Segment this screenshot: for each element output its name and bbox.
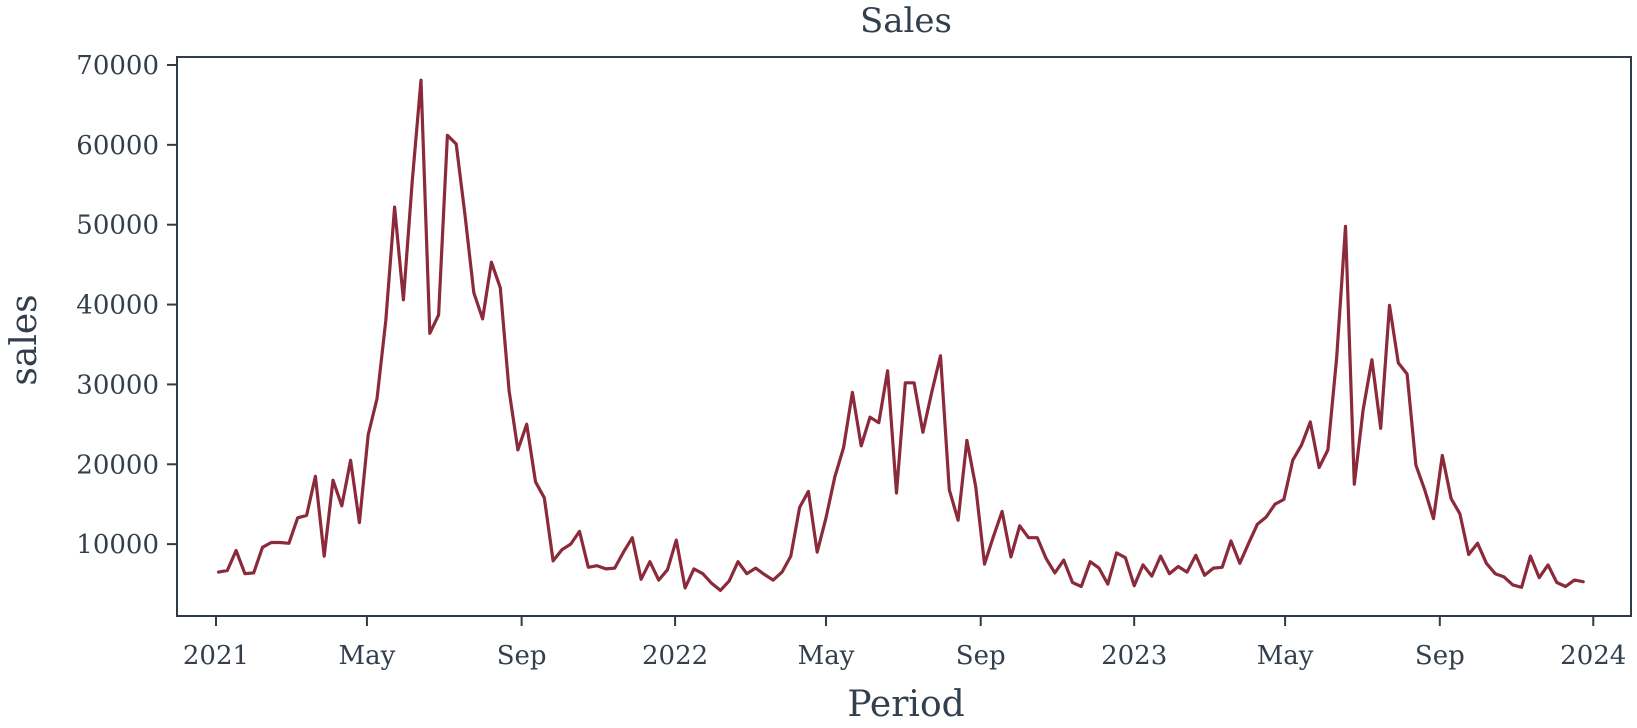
x-tick-label: 2024 xyxy=(1560,641,1626,671)
x-tick-label: Sep xyxy=(1415,641,1465,671)
x-axis: 2021 May Sep 2022 May Sep 2023 May Sep 2024 xyxy=(183,616,1626,671)
x-tick-label: 2023 xyxy=(1101,641,1167,671)
x-tick-label: Sep xyxy=(497,641,547,671)
x-tick-label: May xyxy=(798,641,855,671)
x-tick-label: 2021 xyxy=(183,641,249,671)
y-tick-label: 40000 xyxy=(76,291,159,321)
y-tick-label: 70000 xyxy=(76,51,159,81)
x-tick-label: May xyxy=(339,641,396,671)
y-axis: 10000 20000 30000 40000 50000 60000 70000 xyxy=(76,51,177,560)
y-tick-label: 50000 xyxy=(76,211,159,241)
sales-series-line xyxy=(216,78,1585,593)
chart-title: Sales xyxy=(860,1,952,41)
y-axis-label: sales xyxy=(4,294,45,385)
x-tick-label: Sep xyxy=(956,641,1006,671)
y-tick-label: 20000 xyxy=(76,450,159,480)
plot-area-frame xyxy=(176,56,1632,617)
y-tick-label: 30000 xyxy=(76,370,159,400)
y-tick-label: 10000 xyxy=(76,530,159,560)
y-tick-label: 60000 xyxy=(76,131,159,161)
series-layer xyxy=(216,78,1585,593)
x-tick-label: May xyxy=(1257,641,1314,671)
x-axis-label: Period xyxy=(847,684,964,725)
x-tick-label: 2022 xyxy=(642,641,708,671)
